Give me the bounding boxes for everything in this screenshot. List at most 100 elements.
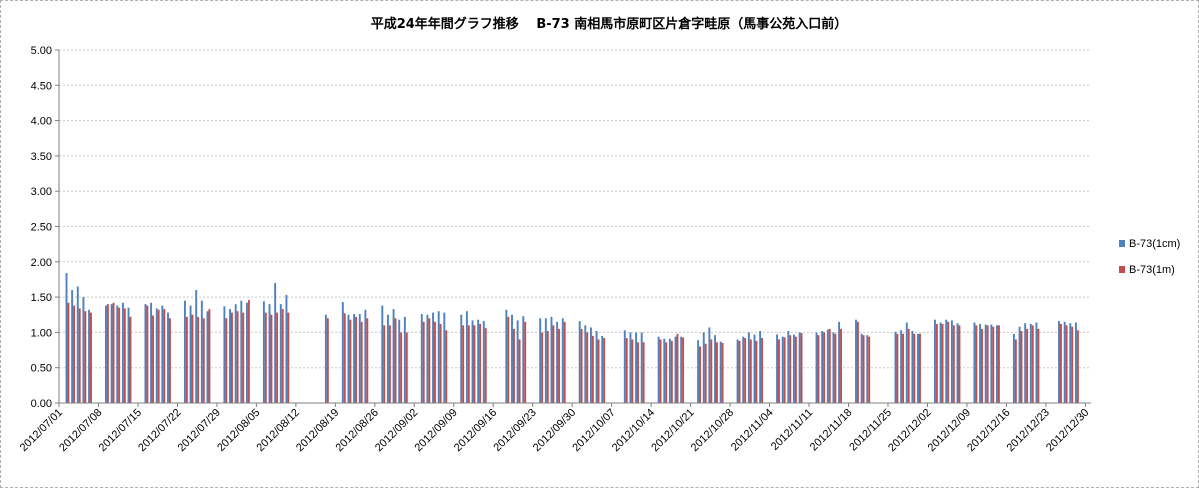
bar-series-1m: [710, 339, 713, 403]
bar-series-1cm: [697, 340, 700, 403]
bar-series-1cm: [657, 336, 660, 403]
bar-series-1cm: [324, 314, 327, 403]
bar-series-1cm: [516, 320, 519, 403]
bar-series-1m: [794, 336, 797, 403]
legend-swatch: [1119, 266, 1125, 273]
bar-series-1m: [834, 333, 837, 403]
legend-label: B-73(1m): [1129, 264, 1175, 276]
bar-series-1cm: [590, 327, 592, 403]
bar-series-1m: [202, 318, 205, 403]
bar-series-1cm: [206, 311, 209, 403]
bar-series-1cm: [629, 332, 632, 403]
bar-series-1cm: [110, 304, 113, 403]
bar-series-1m: [524, 321, 527, 403]
bar-series-1m: [597, 339, 600, 403]
bar-series-1m: [783, 337, 786, 403]
bar-series-1cm: [860, 333, 863, 403]
bar-series-1cm: [1035, 322, 1038, 403]
bar-series-1m: [90, 312, 92, 403]
bar-series-1m: [462, 325, 465, 403]
bar-series-1cm: [195, 290, 198, 403]
y-tick-label: 3.50: [31, 151, 52, 163]
y-tick-label: 3.00: [31, 186, 52, 198]
bar-series-1m: [778, 339, 780, 403]
bar-series-1m: [935, 323, 938, 403]
y-tick-label: 1.50: [31, 292, 52, 304]
bar-series-1m: [191, 314, 194, 403]
bar-series-1m: [106, 304, 109, 403]
bar-series-1m: [744, 338, 747, 403]
bar-series-1cm: [155, 308, 158, 403]
bar-series-1m: [642, 342, 645, 403]
bar-series-1cm: [556, 321, 559, 403]
bar-series-1m: [563, 321, 566, 403]
bar-series-1cm: [105, 305, 107, 403]
bars: [65, 273, 1079, 403]
bar-series-1cm: [443, 312, 446, 403]
bar-series-1m: [479, 323, 482, 403]
bar-series-1m: [355, 316, 357, 403]
bar-series-1cm: [347, 314, 350, 403]
bar-series-1m: [603, 338, 606, 403]
bar-series-1cm: [719, 341, 722, 403]
bar-series-1m: [281, 309, 284, 403]
bar-series-1cm: [358, 314, 361, 403]
bar-series-1cm: [1063, 321, 1066, 403]
bar-series-1m: [247, 299, 250, 403]
bar-series-1m: [941, 323, 944, 403]
bar-series-1cm: [798, 332, 801, 403]
bar-series-1m: [1059, 323, 1062, 403]
y-tick-label: 1.00: [31, 327, 52, 339]
bar-series-1m: [157, 309, 160, 403]
bar-series-1m: [1020, 330, 1023, 403]
bar-series-1cm: [437, 311, 440, 403]
chart-title: 平成24年年間グラフ推移 B-73 南相馬市原町区片倉字畦原（馬事公苑入口前）: [371, 16, 848, 32]
bar-series-1m: [422, 321, 425, 403]
bar-series-1m: [670, 340, 673, 403]
bar-series-1m: [558, 328, 560, 403]
bar-series-1cm: [477, 319, 480, 403]
bar-series-1cm: [364, 309, 367, 403]
legend-label: B-73(1cm): [1129, 238, 1180, 250]
bar-series-1m: [360, 321, 363, 403]
bar-series-1cm: [832, 332, 835, 403]
bar-series-1cm: [595, 330, 598, 403]
bar-series-1m: [676, 333, 679, 403]
bar-series-1m: [997, 325, 1000, 403]
bar-series-1cm: [950, 320, 953, 403]
bar-series-1m: [1065, 325, 1068, 403]
bar-series-1m: [1071, 326, 1074, 403]
bar-series-1cm: [127, 307, 130, 403]
bar-series-1m: [552, 325, 555, 403]
bar-series-1m: [405, 332, 408, 403]
bar-series-1cm: [189, 305, 192, 403]
bar-series-1m: [789, 335, 792, 403]
bar-series-1m: [67, 302, 70, 403]
bar-series-1m: [856, 321, 859, 403]
bar-series-1m: [366, 318, 369, 403]
bar-series-1cm: [787, 330, 790, 403]
bar-series-1m: [637, 342, 639, 403]
bar-series-1m: [84, 311, 87, 403]
bar-series-1cm: [934, 319, 936, 403]
bar-series-1cm: [1012, 333, 1015, 403]
bar-series-1cm: [900, 330, 903, 403]
bar-series-1cm: [144, 304, 147, 403]
bar-series-1cm: [990, 324, 993, 403]
bar-series-1m: [907, 328, 910, 403]
bar-series-1cm: [714, 335, 716, 403]
bar-series-1m: [682, 337, 685, 403]
bar-series-1m: [721, 342, 724, 403]
bar-series-1cm: [167, 312, 169, 403]
bar-series-1m: [704, 343, 707, 403]
bar-series-1cm: [894, 331, 897, 403]
bar-series-1m: [958, 325, 961, 403]
bar-series-1m: [343, 313, 346, 403]
bar-series-1m: [129, 316, 132, 403]
bar-series-1m: [541, 332, 544, 403]
bar-series-1cm: [1069, 323, 1072, 403]
bar-series-1m: [507, 316, 510, 403]
x-tick-label: 2012/11/04: [729, 407, 776, 454]
bar-series-1m: [118, 307, 121, 403]
bar-series-1m: [264, 312, 267, 403]
